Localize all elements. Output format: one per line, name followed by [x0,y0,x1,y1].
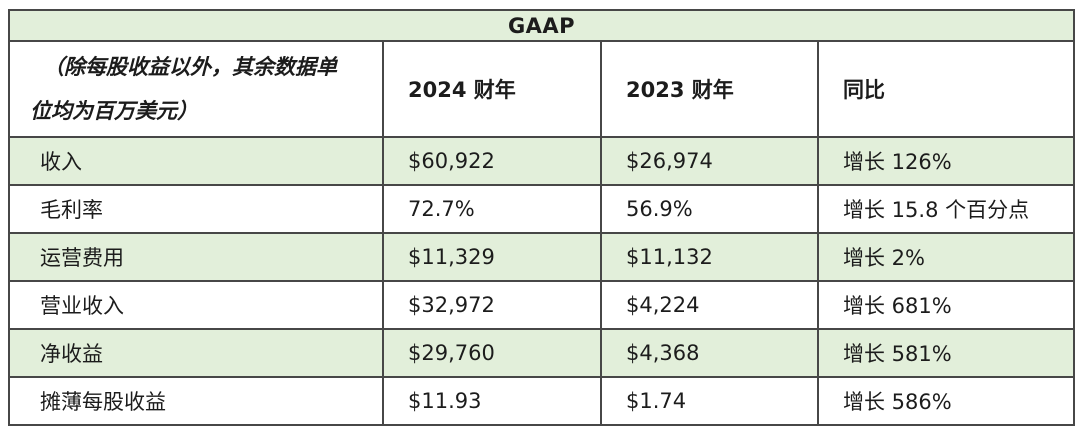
column-header-fy2023: 2023 财年 [600,40,819,138]
fy2023-value: $26,974 [600,136,819,186]
table-title-row: GAAP [7,9,1076,42]
yoy-value: 增长 126% [816,136,1076,186]
yoy-value: 增长 586% [816,376,1076,426]
row-label: 毛利率 [8,184,384,234]
fy2024-value: $29,760 [382,328,602,378]
units-note-line-1: （除每股收益以外，其余数据单 [43,55,337,79]
yoy-value: 增长 2% [816,232,1076,282]
yoy-value: 增长 15.8 个百分点 [816,184,1076,234]
row-label: 营业收入 [8,280,384,330]
yoy-value: 增长 581% [816,328,1076,378]
table-row-operating-income: 营业收入 $32,972 $4,224 增长 681% [8,280,1076,330]
fy2024-value: $11,329 [382,232,602,282]
units-note: （除每股收益以外，其余数据单 位均为百万美元） [8,40,384,138]
fy2023-value: $4,368 [600,328,819,378]
units-note-line-2: 位均为百万美元） [30,99,198,123]
yoy-value: 增长 681% [816,280,1076,330]
row-label: 摊薄每股收益 [8,376,384,426]
table-row-revenue: 收入 $60,922 $26,974 增长 126% [8,136,1076,186]
row-label: 收入 [8,136,384,186]
fy2023-value: $4,224 [600,280,819,330]
gaap-financials-table: GAAP （除每股收益以外，其余数据单 位均为百万美元） 2024 财年 202… [7,9,1076,426]
table-row-net-income: 净收益 $29,760 $4,368 增长 581% [8,328,1076,378]
row-label: 运营费用 [8,232,384,282]
table-row-diluted-eps: 摊薄每股收益 $11.93 $1.74 增长 586% [8,376,1076,426]
row-label: 净收益 [8,328,384,378]
fy2024-value: $32,972 [382,280,602,330]
page: GAAP （除每股收益以外，其余数据单 位均为百万美元） 2024 财年 202… [7,9,1076,426]
table-title: GAAP [7,9,1076,42]
table-row-operating-expenses: 运营费用 $11,329 $11,132 增长 2% [8,232,1076,282]
column-header-row: （除每股收益以外，其余数据单 位均为百万美元） 2024 财年 2023 财年 … [8,40,1076,138]
fy2024-value: $60,922 [382,136,602,186]
column-header-fy2024: 2024 财年 [382,40,602,138]
fy2023-value: $1.74 [600,376,819,426]
table-row-gross-margin: 毛利率 72.7% 56.9% 增长 15.8 个百分点 [8,184,1076,234]
fy2024-value: $11.93 [382,376,602,426]
column-header-yoy: 同比 [816,40,1076,138]
fy2024-value: 72.7% [382,184,602,234]
fy2023-value: $11,132 [600,232,819,282]
fy2023-value: 56.9% [600,184,819,234]
